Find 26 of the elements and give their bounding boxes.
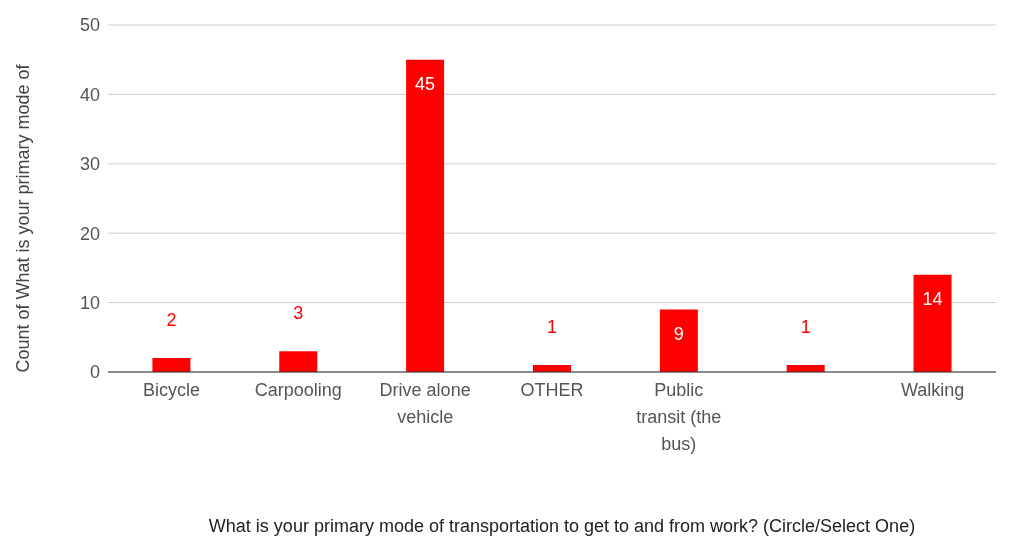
data-label: 2 xyxy=(166,310,177,331)
data-label: 9 xyxy=(673,323,684,344)
data-label: 14 xyxy=(922,288,943,309)
data-label: 1 xyxy=(800,317,811,338)
data-label: 1 xyxy=(546,317,557,338)
y-tick-label: 0 xyxy=(89,362,100,383)
y-tick-label: 30 xyxy=(79,154,100,175)
y-tick-label: 50 xyxy=(79,15,100,36)
bar xyxy=(659,309,698,372)
bar xyxy=(913,274,952,372)
x-tick-label: Carpooling xyxy=(254,380,342,400)
bar xyxy=(152,358,191,372)
x-tick-label: Bicycle xyxy=(142,380,200,400)
y-tick-label: 10 xyxy=(79,292,100,313)
x-tick-label: Drive alone vehicle xyxy=(379,380,471,427)
y-axis-title: Count of What is your primary mode of xyxy=(12,63,34,373)
y-tick-label: 40 xyxy=(79,84,100,105)
x-tick-label: Public transit (the bus) xyxy=(636,380,722,454)
x-tick-label: OTHER xyxy=(520,380,584,400)
x-axis-title: What is your primary mode of transportation to get to and from work? (Circle/Select One) xyxy=(207,516,917,537)
bar xyxy=(406,59,445,372)
y-tick-label: 20 xyxy=(79,223,100,244)
data-label: 3 xyxy=(293,303,304,324)
bar xyxy=(279,351,318,372)
x-tick-label: Walking xyxy=(900,380,965,400)
data-label: 45 xyxy=(415,73,436,94)
